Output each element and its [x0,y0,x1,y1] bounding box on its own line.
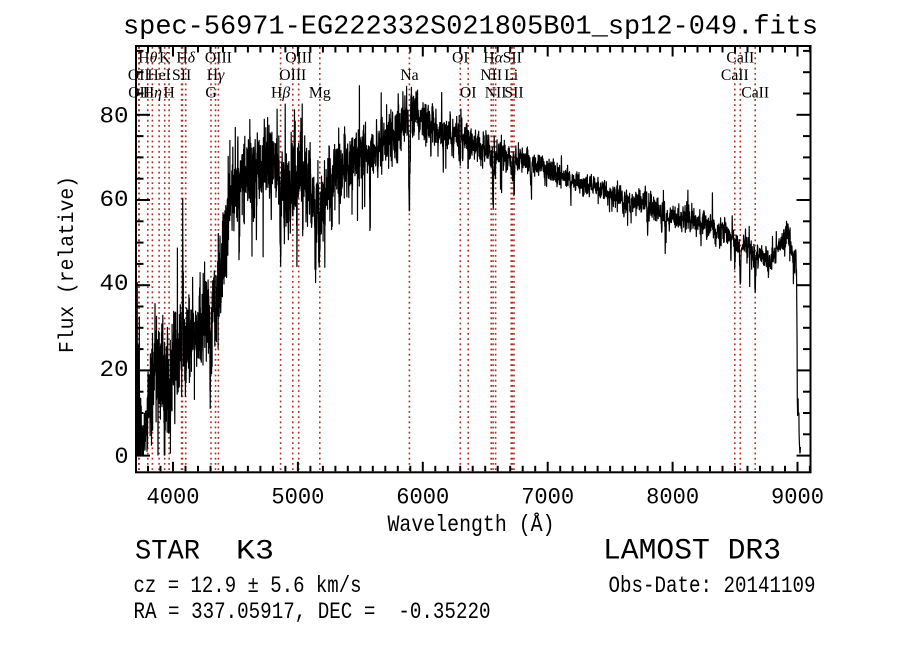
svg-text:8000: 8000 [646,485,699,511]
svg-text:80: 80 [100,103,129,129]
svg-text:NII: NII [480,67,502,84]
svg-text:4000: 4000 [147,485,200,511]
svg-text:OI: OI [460,85,477,102]
svg-text:CaII: CaII [726,50,754,67]
svg-text:7000: 7000 [521,485,574,511]
svg-text:spec-56971-EG222332S021805B01_: spec-56971-EG222332S021805B01_sp12-049.f… [123,12,818,42]
svg-text:LAMOST DR3: LAMOST DR3 [603,535,781,569]
svg-text:9000: 9000 [771,485,824,511]
svg-text:Na: Na [400,67,418,84]
svg-text:SII: SII [503,50,522,67]
svg-text:OIII: OIII [285,50,312,67]
svg-text:RA = 337.05917, DEC = -0.3522: RA = 337.05917, DEC = -0.35220 [134,599,491,625]
svg-text:SII: SII [172,67,191,84]
svg-text:HeI: HeI [147,67,171,84]
svg-text:CaII: CaII [721,67,749,84]
svg-text:NII: NII [485,85,507,102]
svg-text:Flux (relative): Flux (relative) [56,176,80,353]
svg-text:Li: Li [504,67,519,84]
svg-text:K: K [159,50,171,67]
svg-text:OIII: OIII [279,67,306,84]
svg-text:Hα: Hα [483,50,503,67]
svg-text:CaII: CaII [741,85,769,102]
svg-text:Hβ: Hβ [271,85,290,102]
svg-text:Mg: Mg [309,85,331,102]
svg-text:cz = 12.9 ± 5.6 km/s: cz = 12.9 ± 5.6 km/s [134,573,362,599]
svg-text:OIII: OIII [205,50,232,67]
svg-text:OI: OI [452,50,469,67]
svg-text:G: G [205,85,216,102]
svg-text:5000: 5000 [271,485,324,511]
svg-text:STAR: STAR [135,537,200,568]
svg-text:OII: OII [128,67,150,84]
svg-text:Wavelength (Å): Wavelength (Å) [388,511,555,538]
svg-text:0: 0 [115,444,129,470]
svg-text:Hη: Hη [143,85,162,102]
svg-text:K3: K3 [236,537,274,568]
svg-text:Hδ: Hδ [176,50,195,67]
svg-text:H: H [163,85,174,102]
svg-text:Obs-Date: 20141109: Obs-Date: 20141109 [609,573,816,599]
svg-text:6000: 6000 [396,485,449,511]
svg-text:60: 60 [100,187,129,213]
svg-text:Hγ: Hγ [207,67,225,84]
svg-text:Hθ: Hθ [138,50,157,67]
svg-text:OII: OII [128,85,150,102]
svg-text:40: 40 [100,271,129,297]
svg-text:SII: SII [504,85,523,102]
svg-text:20: 20 [100,357,129,383]
